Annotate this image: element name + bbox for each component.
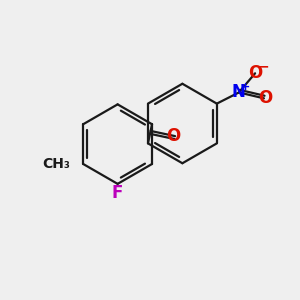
Text: O: O [248,64,262,82]
Text: −: − [257,59,269,73]
Text: CH₃: CH₃ [42,157,70,171]
Text: +: + [241,82,250,92]
Text: O: O [258,89,272,107]
Text: F: F [112,184,123,202]
Text: N: N [232,83,246,101]
Text: O: O [166,127,180,145]
